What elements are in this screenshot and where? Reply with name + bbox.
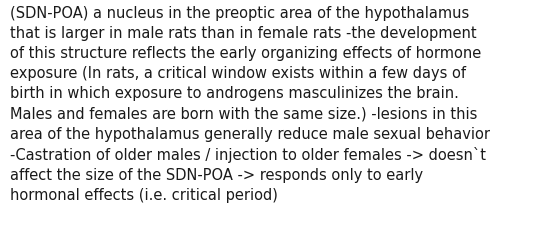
Text: (SDN-POA) a nucleus in the preoptic area of the hypothalamus
that is larger in m: (SDN-POA) a nucleus in the preoptic area… [10, 6, 490, 202]
